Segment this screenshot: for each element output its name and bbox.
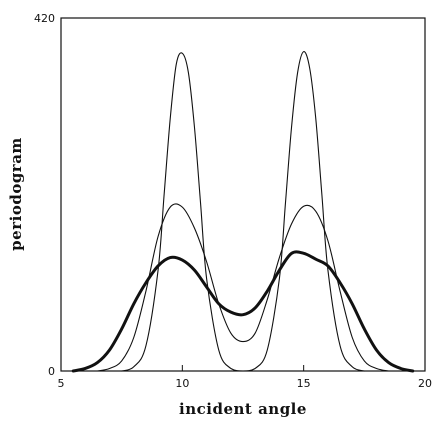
series-line-thick: [71, 250, 415, 373]
y-tick-label: 0: [48, 365, 55, 378]
series-line-thin-2: [96, 203, 390, 372]
series-layer: [71, 51, 415, 373]
tick-labels: 5 10 15 20 0 420: [34, 12, 432, 390]
x-tick-label: 20: [418, 377, 432, 390]
series-line-thin-1: [121, 51, 365, 372]
x-tick-label: 10: [175, 377, 189, 390]
x-tick-label: 5: [58, 377, 65, 390]
x-axis-label: incident angle: [179, 400, 307, 418]
plot-frame: [60, 17, 426, 372]
y-tick-label: 420: [34, 12, 55, 25]
x-tick-label: 15: [297, 377, 311, 390]
y-axis-label: periodogram: [7, 137, 25, 251]
axis-ticks: [60, 365, 426, 371]
